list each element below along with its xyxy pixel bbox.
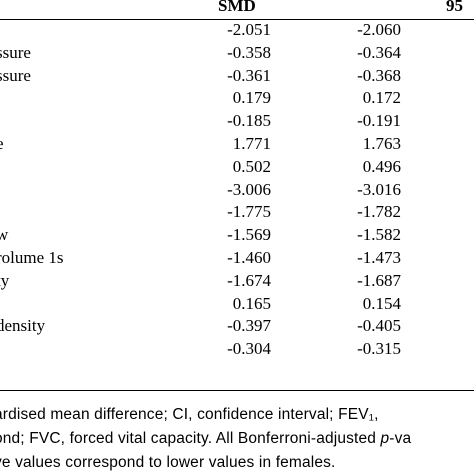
- bottom-rule: [0, 390, 474, 391]
- ci-lower-value: -0.405: [357, 316, 401, 336]
- row-label: w: [0, 225, 9, 245]
- row-label: ty: [0, 270, 10, 290]
- ci-lower-value: -0.364: [357, 42, 401, 62]
- row-label: ssure: [0, 65, 31, 85]
- smd-value: -0.304: [227, 339, 271, 359]
- smd-value: -3.006: [227, 179, 271, 199]
- footnote-line-3: ve values correspond to lower values in …: [0, 454, 336, 471]
- ci-lower-value: -1.582: [357, 225, 401, 245]
- table-row: -0.304 -0.315: [0, 338, 474, 360]
- smd-value: -0.397: [227, 316, 271, 336]
- ci-lower-value: -0.315: [357, 339, 401, 359]
- ci-lower-value: 0.154: [362, 293, 401, 313]
- table-row: rolume 1s -1.460 -1.473: [0, 247, 474, 269]
- ci-lower-value: -1.687: [357, 270, 401, 290]
- smd-value: 0.165: [232, 293, 271, 313]
- smd-value: -1.775: [227, 202, 271, 222]
- table-row: -0.185 -0.191: [0, 110, 474, 132]
- table-row: 0.165 0.154: [0, 293, 474, 315]
- smd-value: 1.771: [232, 134, 271, 153]
- smd-value: -1.460: [227, 248, 271, 267]
- smd-value: -2.051: [227, 20, 271, 39]
- table-row: 0.502 0.496: [0, 156, 474, 178]
- row-label: e: [0, 133, 4, 155]
- table-row: ty -1.674 -1.687: [0, 270, 474, 292]
- smd-value: -1.674: [227, 270, 271, 290]
- table-row: e 1.771 1.763: [0, 133, 474, 155]
- smd-value: -0.185: [227, 111, 271, 131]
- table-row: -1.775 -1.782: [0, 201, 474, 223]
- ci-lower-value: -3.016: [357, 179, 401, 199]
- smd-value: -1.569: [227, 225, 271, 245]
- smd-value: -0.358: [227, 42, 271, 62]
- table-row: 0.179 0.172: [0, 87, 474, 109]
- header-rule: [0, 19, 474, 20]
- table-row: -3.006 -3.016: [0, 179, 474, 201]
- ci-column-header: 95: [446, 0, 463, 15]
- ci-lower-value: 0.172: [362, 88, 401, 108]
- row-label: ssure: [0, 42, 31, 62]
- table-row: ssure -0.361 -0.368: [0, 65, 474, 87]
- ci-lower-value: -2.060: [357, 20, 401, 39]
- ci-lower-value: -0.368: [357, 65, 401, 85]
- footnote-line-1: ardised mean difference; CI, confidence …: [0, 406, 379, 423]
- ci-lower-value: -1.782: [357, 202, 401, 222]
- smd-column-header: SMD: [218, 0, 256, 15]
- ci-lower-value: -1.473: [357, 248, 401, 267]
- ci-lower-value: 1.763: [362, 134, 401, 153]
- smd-value: 0.502: [232, 156, 271, 176]
- table-row: -2.051 -2.060: [0, 19, 474, 41]
- row-label: rolume 1s: [0, 248, 64, 267]
- table-row: ssure -0.358 -0.364: [0, 42, 474, 64]
- ci-lower-value: -0.191: [357, 111, 401, 131]
- row-label: density: [0, 316, 46, 336]
- smd-value: 0.179: [232, 88, 271, 108]
- ci-lower-value: 0.496: [362, 156, 401, 176]
- smd-value: -0.361: [227, 65, 271, 85]
- table-row: w -1.569 -1.582: [0, 224, 474, 246]
- table-row: density -0.397 -0.405: [0, 315, 474, 337]
- footnote-line-2: ond; FVC, forced vital capacity. All Bon…: [0, 430, 412, 447]
